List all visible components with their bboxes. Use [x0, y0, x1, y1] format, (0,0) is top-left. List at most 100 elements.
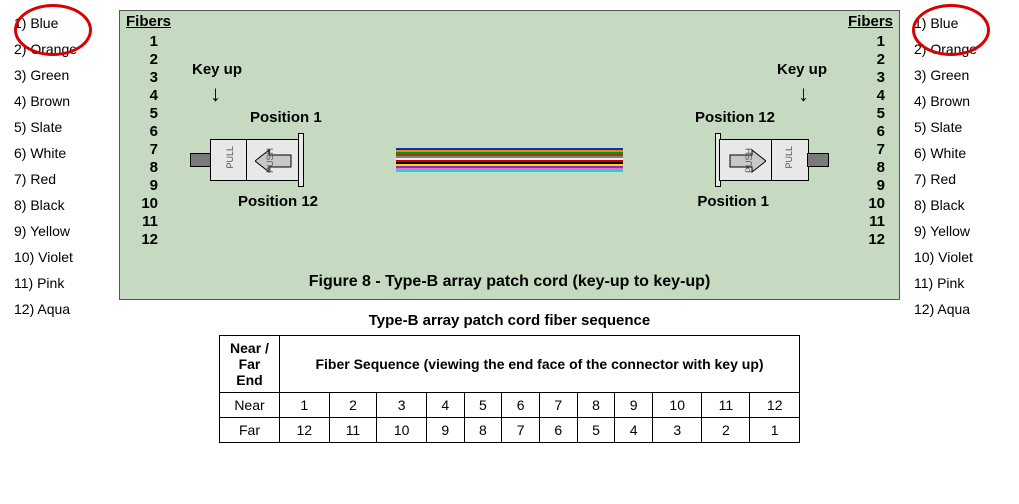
list-item: 8) Black: [12, 192, 107, 218]
table-cell: 9: [426, 418, 464, 443]
table-cell: 3: [377, 393, 427, 418]
table-cell: 4: [426, 393, 464, 418]
table-title: Type-B array patch cord fiber sequence: [119, 312, 900, 329]
fiber-number: 7: [134, 141, 158, 159]
fiber-number: 9: [134, 177, 158, 195]
push-label: PUSH: [744, 148, 754, 173]
table-cell: 7: [502, 418, 540, 443]
list-item: 9) Yellow: [12, 218, 107, 244]
list-item: 10) Violet: [12, 244, 107, 270]
table-header-row: Near / Far End Fiber Sequence (viewing t…: [220, 336, 800, 393]
list-item: 10) Violet: [912, 244, 1007, 270]
list-item: 1) Blue: [912, 10, 1007, 36]
list-item: 6) White: [912, 140, 1007, 166]
table-cell: 4: [615, 418, 653, 443]
table-cell: 1: [750, 418, 800, 443]
position-left-top: Position 1: [250, 109, 322, 126]
row-label: Far: [220, 418, 280, 443]
fiber-number: 1: [134, 33, 158, 51]
connector-body-right-outer: PULL: [771, 139, 809, 181]
arrow-down-icon: ↓: [798, 81, 809, 107]
ferrule-left: [190, 153, 212, 167]
table-cell: 2: [702, 418, 750, 443]
list-item: 9) Yellow: [912, 218, 1007, 244]
connector-body-left-inner: PUSH: [246, 139, 300, 181]
table-cell: 12: [750, 393, 800, 418]
fiber-number: 10: [861, 195, 885, 213]
ferrule-right: [807, 153, 829, 167]
position-right-top: Position 12: [695, 109, 775, 126]
fiber-number: 5: [134, 105, 158, 123]
list-item: 5) Slate: [912, 114, 1007, 140]
table-row-near: Near 123456789101112: [220, 393, 800, 418]
position-left-bottom: Position 12: [238, 193, 318, 210]
connector-body-left-outer: PULL: [210, 139, 248, 181]
fiber-numbers-right: 123456789101112: [861, 33, 885, 249]
position-right-bottom: Position 1: [697, 193, 769, 210]
fiber-number: 1: [861, 33, 885, 51]
table-cell: 11: [329, 418, 377, 443]
table-cell: 9: [615, 393, 653, 418]
list-item: 5) Slate: [12, 114, 107, 140]
fiber-number: 2: [861, 51, 885, 69]
connector-flange-left: [298, 133, 304, 187]
fibers-label-left: Fibers: [126, 13, 171, 30]
table-cell: 8: [577, 393, 615, 418]
fiber-number: 7: [861, 141, 885, 159]
table-cell: 11: [702, 393, 750, 418]
push-label: PUSH: [265, 148, 275, 173]
table-cell: 7: [539, 393, 577, 418]
list-item: 4) Brown: [12, 88, 107, 114]
list-item: 8) Black: [912, 192, 1007, 218]
list-item: 12) Aqua: [12, 296, 107, 322]
list-item: 2) Orange: [12, 36, 107, 62]
fiber-number: 6: [861, 123, 885, 141]
fiber-strand: [396, 170, 623, 172]
table-cell: 8: [464, 418, 502, 443]
list-item: 11) Pink: [12, 270, 107, 296]
table-cell: 10: [652, 393, 702, 418]
table-cell: 6: [502, 393, 540, 418]
fiber-number: 11: [134, 213, 158, 231]
keyup-left: Key up: [192, 61, 242, 78]
center-column: Fibers Fibers 123456789101112 1234567891…: [119, 10, 900, 443]
connector-assembly: PULL PUSH PUSH: [190, 131, 829, 189]
fiber-numbers-left: 123456789101112: [134, 33, 158, 249]
fiber-ribbon: [396, 148, 623, 172]
fiber-number: 4: [134, 87, 158, 105]
table-cell: 5: [577, 418, 615, 443]
table-header-right: Fiber Sequence (viewing the end face of …: [280, 336, 800, 393]
fiber-number: 3: [861, 69, 885, 87]
list-item: 7) Red: [12, 166, 107, 192]
keyup-right: Key up: [777, 61, 827, 78]
list-item: 12) Aqua: [912, 296, 1007, 322]
list-item: 7) Red: [912, 166, 1007, 192]
fiber-number: 9: [861, 177, 885, 195]
fiber-number: 8: [861, 159, 885, 177]
table-cell: 3: [652, 418, 702, 443]
right-color-list: 1) Blue 2) Orange 3) Green 4) Brown 5) S…: [912, 10, 1007, 322]
list-item: 6) White: [12, 140, 107, 166]
fiber-number: 10: [134, 195, 158, 213]
table-cell: 5: [464, 393, 502, 418]
list-item: 2) Orange: [912, 36, 1007, 62]
pull-label: PULL: [225, 146, 235, 169]
left-color-list: 1) Blue 2) Orange 3) Green 4) Brown 5) S…: [12, 10, 107, 322]
table-header-left: Near / Far End: [220, 336, 280, 393]
fiber-number: 3: [134, 69, 158, 87]
figure-caption: Figure 8 - Type-B array patch cord (key-…: [120, 273, 899, 291]
push-arrow-left-icon: [255, 146, 295, 176]
fiber-number: 12: [861, 231, 885, 249]
list-item: 4) Brown: [912, 88, 1007, 114]
connector-body-right-inner: PUSH: [719, 139, 773, 181]
fiber-number: 5: [861, 105, 885, 123]
list-item: 3) Green: [912, 62, 1007, 88]
table-row-far: Far 121110987654321: [220, 418, 800, 443]
fiber-number: 4: [861, 87, 885, 105]
arrow-down-icon: ↓: [210, 81, 221, 107]
fiber-number: 8: [134, 159, 158, 177]
page: 1) Blue 2) Orange 3) Green 4) Brown 5) S…: [12, 10, 1007, 443]
fiber-number: 2: [134, 51, 158, 69]
fiber-number: 11: [861, 213, 885, 231]
list-item: 11) Pink: [912, 270, 1007, 296]
